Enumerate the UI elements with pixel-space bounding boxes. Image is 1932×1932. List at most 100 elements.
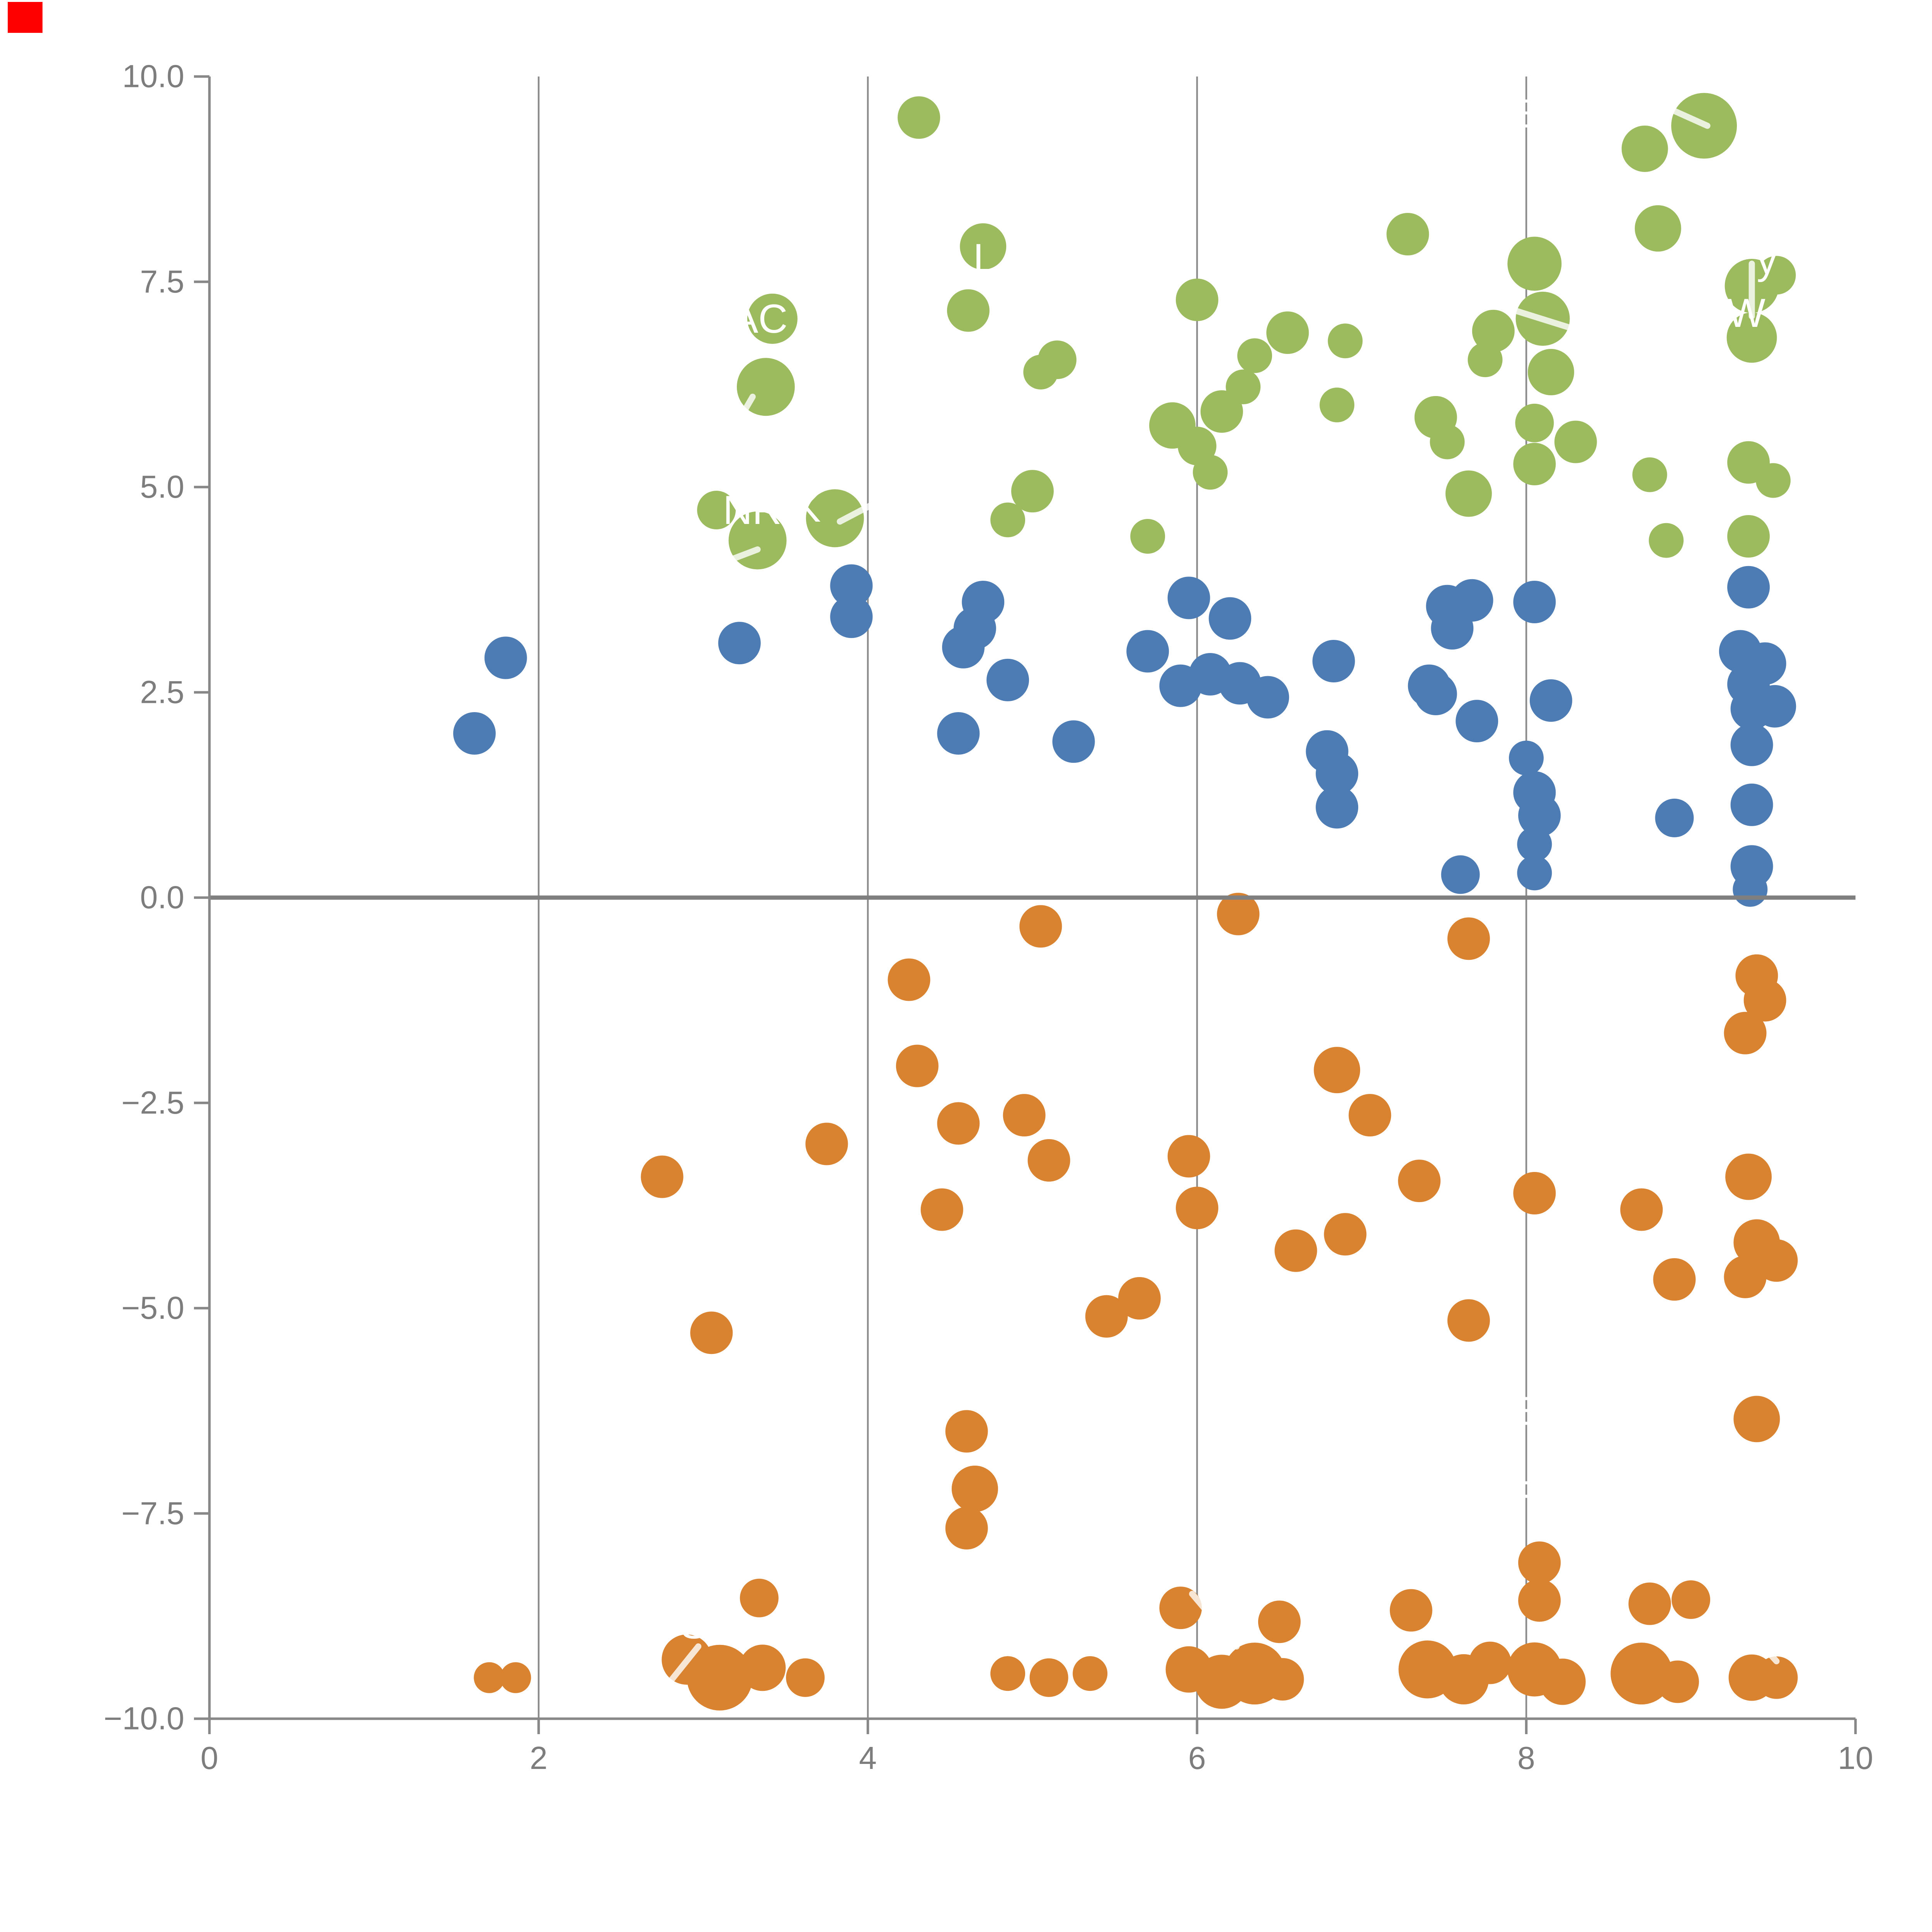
data-point-blue [484,636,527,679]
data-point-blue [986,658,1029,701]
data-point-blue [1312,640,1355,682]
data-point-orange [786,1658,825,1697]
data-point-green [697,491,736,529]
data-point-green [1468,342,1503,378]
annotation-leader-line [1383,274,1431,290]
data-point-green [1649,523,1684,558]
annotation-leader-line [1671,108,1711,129]
data-point-green [1266,311,1309,354]
data-point-blue [1414,673,1457,715]
data-point-blue [1052,720,1095,763]
data-point-blue [942,626,985,668]
data-point-orange [1743,979,1786,1022]
data-point-green [806,489,864,548]
data-point-orange [1398,1160,1441,1202]
x-tick-label: 6 [1188,1740,1206,1776]
data-point-orange [1261,1658,1304,1701]
y-tick-label: −7.5 [121,1495,184,1531]
data-point-green [1621,126,1668,172]
data-point-orange [1085,1295,1128,1338]
data-point-green [1176,279,1218,321]
annotation-label: L [973,236,996,281]
data-point-blue [1509,740,1544,776]
data-point-blue [1730,783,1773,826]
annotation-label: W [1727,291,1765,336]
data-point-orange [739,1645,786,1691]
data-point-orange [1611,1643,1673,1705]
data-point-blue [453,712,496,755]
data-point-green [1445,470,1492,517]
data-point-green [1226,369,1261,405]
data-point-blue [1209,597,1252,640]
data-point-orange [888,958,930,1001]
x-tick-label: 4 [859,1740,877,1776]
data-point-orange [690,1311,733,1354]
annotation-leader-line [655,1643,702,1699]
data-point-orange [1733,1396,1780,1442]
data-point-blue [1441,855,1480,894]
data-point-orange [1755,1656,1798,1699]
annotation-leader-line [741,270,792,301]
data-point-blue [830,595,873,638]
annotation-label: K [794,485,821,531]
annotation-leader-line [837,502,874,525]
data-point-blue [1518,794,1561,837]
data-point-blue [1316,786,1359,829]
data-point-orange [945,1507,988,1549]
data-point-green [1320,388,1355,422]
annotation-leader-line [1530,168,1592,178]
data-point-orange [740,1578,779,1617]
data-point-orange [1656,1660,1699,1703]
data-point-orange [1539,1658,1586,1705]
data-point-orange [1176,1187,1218,1230]
annotation-leader-line [713,546,761,568]
data-point-green [747,293,798,344]
data-point-orange [990,1656,1026,1691]
data-point-orange [1349,1094,1391,1137]
data-point-orange [1167,1135,1210,1178]
data-point-green [1727,515,1770,558]
data-point-orange [1274,1229,1317,1272]
data-point-blue [1316,752,1359,795]
data-point-orange [1314,1047,1361,1094]
click-marker [8,2,43,33]
data-point-orange [945,1410,988,1453]
data-point-green [1756,463,1791,498]
data-point-blue [830,564,873,607]
data-point-orange [1724,1012,1767,1054]
data-point-green [1515,403,1554,442]
data-point-orange [1628,1582,1671,1625]
data-point-green [1328,323,1363,359]
data-point-orange [1073,1656,1108,1691]
data-point-orange [1118,1277,1161,1320]
x-tick-label: 0 [201,1740,218,1776]
data-point-blue [937,712,980,755]
annotation-leader-line [1607,337,1650,354]
data-point-green [947,289,990,332]
data-point-orange [1217,893,1260,935]
data-point-green [1632,457,1667,492]
data-point-orange [1653,1258,1696,1301]
data-point-orange [1159,1587,1202,1629]
y-tick-label: 10.0 [122,59,184,94]
data-point-orange [1029,1658,1068,1697]
data-point-green [1430,424,1465,459]
data-point-green [1386,213,1429,255]
data-point-green [1130,519,1165,554]
data-point-orange [1725,1153,1772,1200]
annotation-leader-line [1298,1648,1319,1679]
annotation-label: B [1515,91,1542,136]
data-point-green [960,223,1007,270]
data-point-orange [937,1102,980,1145]
data-point-green [1011,470,1054,513]
data-point-orange [641,1155,684,1198]
data-point-blue [1733,872,1768,907]
x-tick-label: 2 [530,1740,548,1776]
y-tick-label: 2.5 [140,674,184,710]
data-point-blue [1730,723,1773,766]
data-point-green [1023,355,1058,389]
annotation-leader-line [1740,1622,1780,1665]
y-tick-label: −2.5 [121,1085,184,1121]
y-tick-label: −10.0 [104,1701,184,1736]
